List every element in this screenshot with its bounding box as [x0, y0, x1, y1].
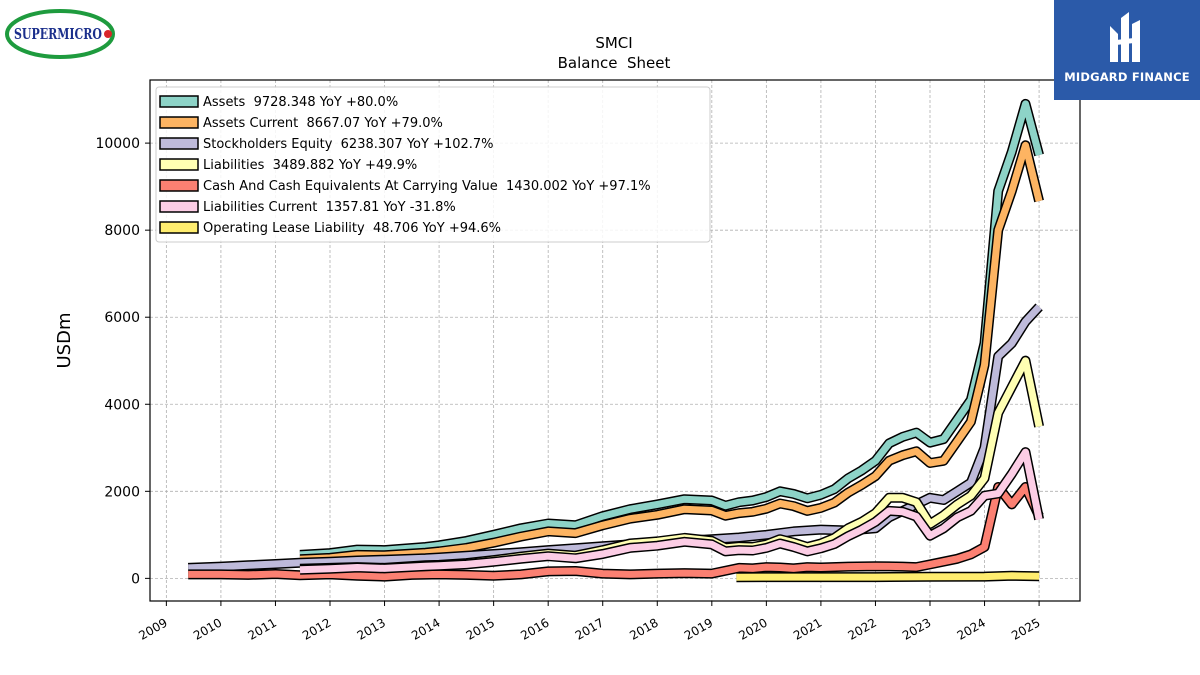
series-line-6	[736, 572, 1040, 581]
plot-frame	[149, 79, 1081, 602]
x-tick-label: 2018	[627, 615, 660, 642]
legend-entry-5: Liabilities Current 1357.81 YoY -31.8%	[203, 200, 456, 215]
x-tick-label: 2011	[246, 615, 279, 642]
x-tick-label: 2023	[900, 615, 933, 642]
x-tick-label: 2013	[355, 615, 388, 642]
legend-entry-0: Assets 9728.348 YoY +80.0%	[203, 95, 398, 110]
x-tick-label: 2021	[791, 615, 824, 642]
legend-swatch-3	[159, 158, 199, 171]
legend-swatch-1	[159, 116, 199, 129]
x-tick-label: 2010	[191, 615, 224, 642]
x-tick-label: 2015	[464, 615, 497, 642]
series-line-5	[299, 448, 1043, 574]
series-line-1	[299, 141, 1043, 563]
supermicro-logo: SUPERMICRO	[4, 6, 116, 62]
y-tick-label: 0	[131, 571, 140, 587]
x-tick-label: 2017	[573, 615, 606, 642]
y-axis-label: USDm	[54, 313, 75, 369]
legend-entry-2: Stockholders Equity 6238.307 YoY +102.7%	[203, 137, 494, 152]
legend-swatch-2	[159, 137, 199, 150]
x-tick-label: 2022	[846, 615, 879, 642]
x-tick-label: 2014	[409, 615, 442, 642]
series-line-0	[299, 100, 1043, 559]
series-line-4	[188, 483, 1043, 581]
y-tick-label: 4000	[104, 397, 140, 413]
x-tick-label: 2016	[518, 615, 551, 642]
y-tick-label: 2000	[104, 484, 140, 500]
y-tick-label: 10000	[95, 136, 140, 152]
midgard-finance-wordmark: MIDGARD FINANCE	[1064, 70, 1190, 84]
x-tick-label: 2024	[955, 615, 988, 642]
chart-title: SMCI	[595, 34, 632, 52]
y-tick-label: 8000	[104, 223, 140, 239]
legend-box	[155, 86, 711, 243]
svg-text:SUPERMICRO: SUPERMICRO	[14, 25, 102, 43]
legend-swatch-6	[159, 221, 199, 234]
legend-swatch-0	[159, 95, 199, 108]
x-tick-label: 2025	[1009, 615, 1042, 642]
x-tick-label: 2020	[736, 615, 769, 642]
legend-entry-4: Cash And Cash Equivalents At Carrying Va…	[203, 179, 651, 194]
x-tick-label: 2019	[682, 615, 715, 642]
x-tick-label: 2012	[300, 615, 333, 642]
legend-entry-3: Liabilities 3489.882 YoY +49.9%	[203, 158, 417, 173]
x-tick-label: 2009	[136, 615, 169, 642]
legend-entry-1: Assets Current 8667.07 YoY +79.0%	[203, 116, 443, 131]
y-tick-label: 6000	[104, 310, 140, 326]
legend-entry-6: Operating Lease Liability 48.706 YoY +94…	[203, 221, 501, 236]
midgard-finance-logo: MIDGARD FINANCE	[1054, 0, 1200, 100]
chart-subtitle: Balance Sheet	[558, 54, 671, 72]
legend-swatch-4	[159, 179, 199, 192]
legend-swatch-5	[159, 200, 199, 213]
